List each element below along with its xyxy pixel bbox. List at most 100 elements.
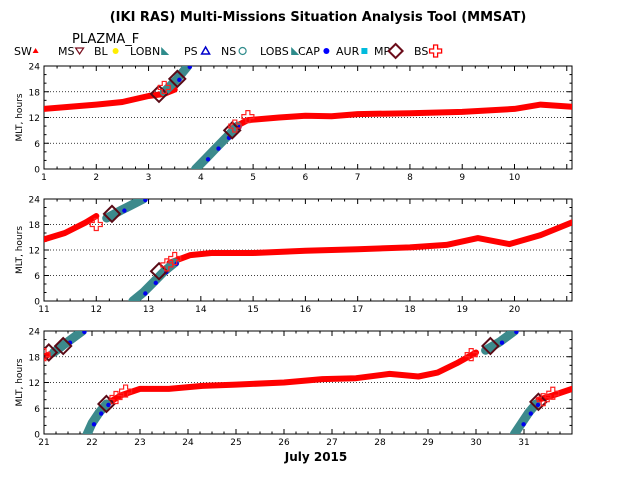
data-layer: [44, 199, 572, 301]
legend-marker-icon: [112, 48, 119, 54]
series-sheet-line: [102, 199, 148, 223]
legend-marker-icon: [200, 45, 211, 55]
bs-crossing-point: [546, 386, 560, 400]
series-cap-point: [106, 402, 111, 408]
bs-crossing-point: [241, 110, 255, 124]
series-cap-point: [122, 208, 127, 213]
bs-crossing-point: [157, 80, 171, 95]
x-tick-label: 15: [247, 305, 258, 315]
series-cap-point: [177, 77, 182, 83]
bs-crossing-point: [464, 348, 478, 362]
x-tick-label: 12: [91, 305, 102, 315]
y-tick-label: 6: [34, 140, 40, 150]
bs-crossing-point: [119, 384, 133, 398]
y-tick-label: 0: [34, 298, 40, 308]
y-tick-label: 12: [29, 247, 40, 257]
x-tick-label: 3: [146, 173, 152, 183]
x-tick-label: 26: [278, 438, 290, 448]
series-cap-point: [216, 146, 221, 151]
legend-marker-icon: [238, 46, 247, 56]
x-tick-label: 9: [459, 173, 465, 183]
series-sheet-line: [159, 66, 193, 97]
series-cap-point: [514, 331, 519, 335]
y-axis-label: MLT, hours: [15, 226, 25, 274]
bs-crossing-point: [168, 251, 182, 266]
data-layer: [44, 66, 572, 169]
x-tick-label: 1: [41, 173, 47, 183]
x-tick-label: 7: [355, 173, 361, 183]
x-tick-label: 10: [509, 173, 521, 183]
bs-crossing-point: [109, 390, 123, 405]
series-cap-point: [82, 331, 87, 335]
legend-marker-icon: [323, 48, 330, 54]
series-sheet-line: [191, 121, 242, 169]
y-tick-label: 0: [34, 431, 40, 441]
legend-label: MS: [58, 45, 74, 58]
mp-crossing-point: [528, 392, 548, 412]
y-tick-label: 0: [34, 166, 40, 176]
legend-marker-icon: [74, 47, 85, 56]
y-tick-label: 6: [34, 272, 40, 282]
x-tick-label: 22: [86, 438, 97, 448]
y-tick-label: 24: [29, 63, 41, 73]
x-tick-label: 25: [230, 438, 241, 448]
bs-crossing-point: [536, 393, 550, 407]
x-tick-label: 6: [303, 173, 309, 183]
data-layer: [44, 331, 572, 434]
bs-crossing-point: [160, 258, 174, 272]
legend-label: PS: [184, 45, 198, 58]
y-axis-label: MLT, hours: [15, 358, 25, 406]
mp-crossing-point: [53, 336, 73, 356]
series-cap-point: [205, 157, 211, 162]
x-tick-label: 13: [143, 305, 154, 315]
mp-crossing-point: [102, 204, 122, 224]
x-tick-label: 11: [38, 305, 49, 315]
series-sheet-line: [128, 258, 180, 301]
series-sw-line: [166, 219, 572, 266]
chart-subtitle: PLAZMA_F: [72, 32, 139, 47]
x-tick-label: 16: [300, 305, 312, 315]
legend-marker-icon: [291, 47, 300, 55]
mp-crossing-point: [96, 394, 116, 414]
legend-label: SW: [14, 45, 32, 58]
legend-label: BS: [414, 45, 428, 58]
y-tick-label: 18: [29, 221, 41, 231]
bs-crossing-point: [89, 217, 103, 232]
y-tick-label: 12: [29, 379, 40, 389]
legend-label: LOBN: [130, 45, 160, 58]
x-tick-label: 14: [195, 305, 207, 315]
series-sw-line: [103, 349, 479, 407]
x-tick-label: 21: [38, 438, 49, 448]
series-cap-point: [143, 199, 148, 203]
x-tick-label: 4: [198, 173, 204, 183]
legend: SW MS BL LOBN PS NS LOBS CAP AUR MP BS: [14, 42, 443, 60]
x-tick-label: 8: [407, 173, 413, 183]
legend-marker-icon: [428, 44, 443, 58]
x-tick-label: 29: [422, 438, 434, 448]
x-tick-label: 2: [93, 173, 99, 183]
x-tick-label: 31: [518, 438, 529, 448]
series-sw-line: [229, 101, 572, 132]
legend-marker-icon: [32, 48, 39, 53]
series-cap-point: [143, 291, 148, 296]
x-tick-label: 17: [352, 305, 363, 315]
x-tick-label: 20: [509, 305, 521, 315]
series-cap-point: [499, 340, 505, 345]
x-tick-label: 19: [456, 305, 468, 315]
series-sw-line: [44, 213, 100, 243]
bs-crossing-point: [44, 348, 51, 362]
panel-2: 11 12 13 14 15 16 17 18 19 20 0 6 12 18 24 MLT, hours: [15, 196, 573, 315]
x-tick-label: 23: [134, 438, 145, 448]
series-cap-point: [99, 411, 104, 416]
legend-marker-icon: [387, 42, 405, 60]
mp-crossing-point: [149, 84, 169, 104]
x-tick-label: 27: [326, 438, 337, 448]
y-axis-label: MLT, hours: [15, 93, 25, 141]
x-tick-label: 28: [374, 438, 386, 448]
panel-3: 21 22 23 24 25 26 27 28 29 30 31 0 6 12 18 24 MLT, hours: [15, 328, 573, 448]
x-tick-label: 5: [250, 173, 256, 183]
legend-label: BL: [94, 45, 109, 58]
